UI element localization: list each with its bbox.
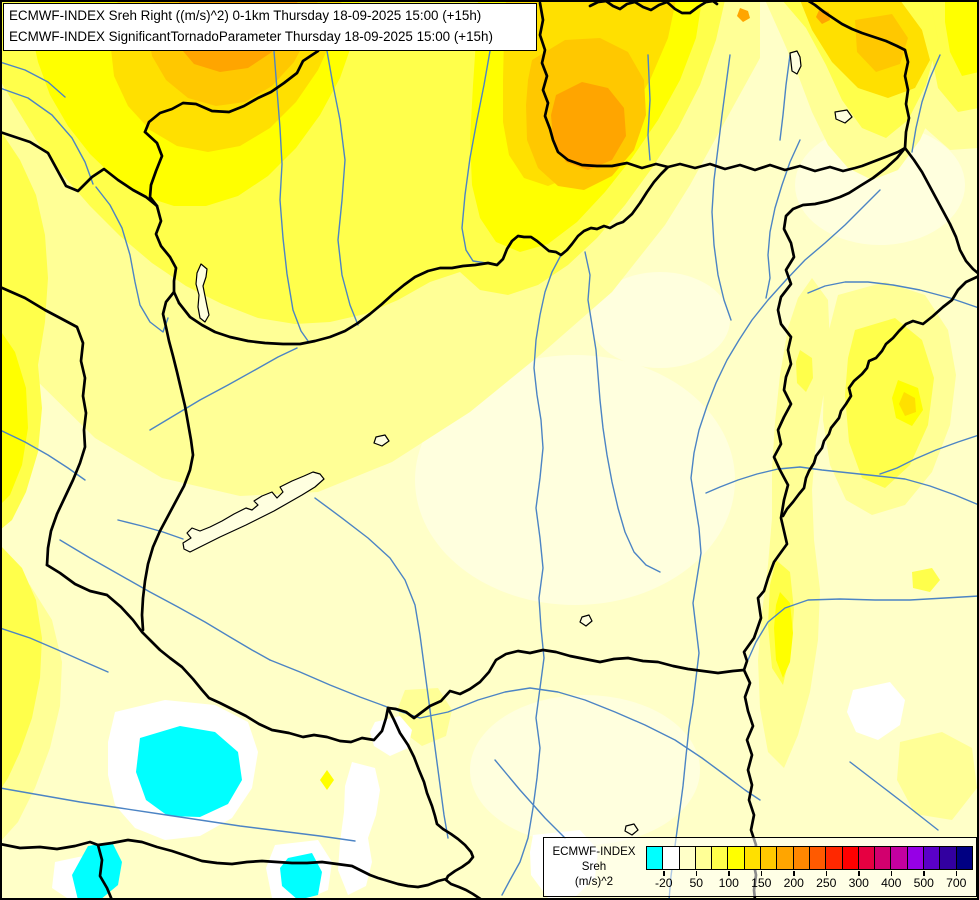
legend-model-label: ECMWF-INDEX: [552, 845, 636, 858]
legend-swatch-13: [858, 847, 876, 869]
lake-neusiedl: [195, 263, 210, 323]
legend-color-bar: [646, 846, 973, 870]
title-line-2: ECMWF-INDEX SignificantTornadoParameter …: [9, 28, 493, 44]
legend-swatch-5: [728, 847, 745, 869]
legend-tick-mark: [955, 871, 957, 876]
legend-swatch-8: [777, 847, 794, 869]
legend-swatch-1: [663, 847, 680, 869]
legend-tick-mark: [663, 871, 665, 876]
legend-tick-label: 100: [718, 876, 739, 890]
legend-tick-mark: [728, 871, 730, 876]
legend-swatch-12: [842, 847, 859, 869]
legend-tick-label: 250: [816, 876, 837, 890]
legend-swatch-10: [809, 847, 827, 869]
legend-swatch-14: [875, 847, 892, 869]
legend-tick-mark: [825, 871, 827, 876]
legend-tick-label: 300: [848, 876, 869, 890]
legend-parameter-label: Sreh: [581, 860, 607, 873]
legend-swatch-7: [761, 847, 778, 869]
legend-tick-label: -20: [654, 876, 673, 890]
legend-swatch-17: [924, 847, 941, 869]
title-box: ECMWF-INDEX Sreh Right ((m/s)^2) 0-1km T…: [3, 3, 537, 51]
legend-swatch-15: [891, 847, 908, 869]
legend-swatch-19: [956, 847, 972, 869]
lake-balaton: [182, 471, 325, 553]
legend-units-label: (m/s)^2: [574, 875, 614, 888]
legend-swatch-3: [695, 847, 713, 869]
legend-swatch-4: [712, 847, 729, 869]
legend-tick-mark: [695, 871, 697, 876]
legend-tick-mark: [793, 871, 795, 876]
legend-swatch-9: [793, 847, 810, 869]
legend-swatch-11: [826, 847, 843, 869]
rivers-layer: [0, 50, 979, 900]
title-line-1: ECMWF-INDEX Sreh Right ((m/s)^2) 0-1km T…: [9, 8, 482, 23]
legend-tick-mark: [890, 871, 892, 876]
lakes-layer: [182, 50, 853, 836]
legend-swatch-0: [647, 847, 664, 869]
legend-tick-label: 150: [751, 876, 772, 890]
legend-box: ECMWF-INDEX Sreh (m/s)^2 -20 50 100 150 200 2…: [543, 837, 977, 897]
legend-tick-mark: [760, 871, 762, 876]
cyan-areas-layer: [72, 726, 322, 900]
legend-swatch-16: [907, 847, 925, 869]
legend-tick-label: 50: [689, 876, 704, 890]
legend-tick-mark: [923, 871, 925, 876]
legend-swatch-18: [940, 847, 957, 869]
legend-label-block: ECMWF-INDEX Sreh (m/s)^2: [544, 838, 644, 898]
legend-tick-label: 200: [783, 876, 804, 890]
legend-swatch-2: [679, 847, 696, 869]
legend-swatch-6: [744, 847, 762, 869]
legend-tick-mark: [858, 871, 860, 876]
legend-tick-label: 400: [881, 876, 902, 890]
legend-tick-label: 500: [913, 876, 934, 890]
legend-tick-label: 700: [946, 876, 967, 890]
